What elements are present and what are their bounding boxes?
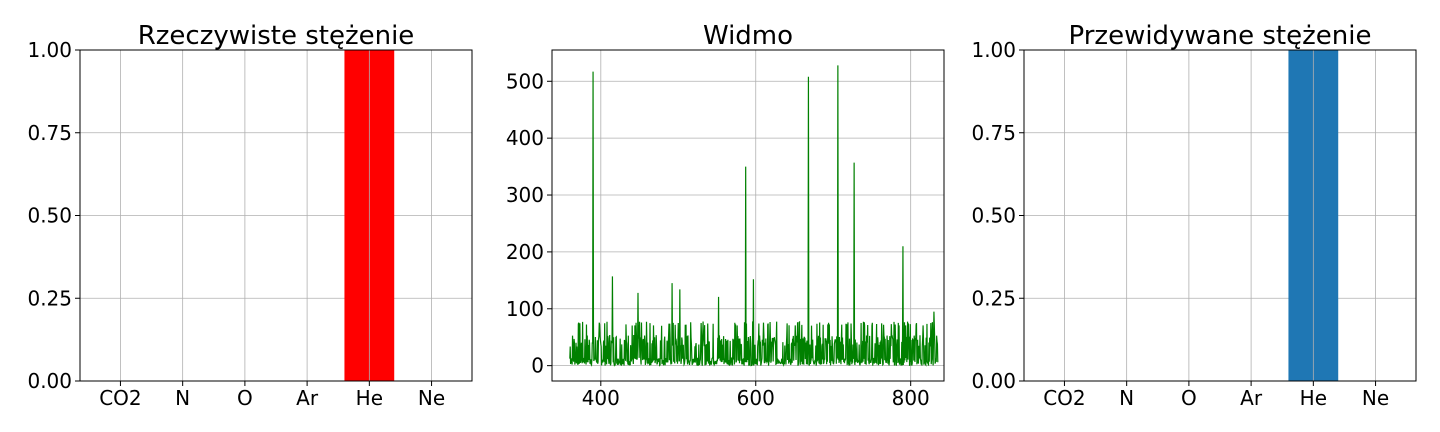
y-tick-label: 0.50 [27,204,72,228]
real-concentration-chart: Rzeczywiste stężenie CO2 N O Ar He Ne 0.00 0.2… [27,21,473,410]
chart-title: Przewidywane stężenie [1069,21,1372,51]
y-tick-label: 0 [531,354,544,378]
x-tick-label: N [1119,386,1134,410]
x-tick-label: Ar [1240,386,1263,410]
x-tick-label: Ar [296,386,319,410]
y-tick-label: 300 [506,183,544,207]
y-tick-label: 1.00 [27,38,72,62]
spectrum-chart: Widmo 400 600 800 0 100 200 300 400 500 [506,21,945,410]
x-tick-label: 800 [892,386,930,410]
y-tick-label: 500 [506,69,544,93]
y-tick-label: 0.75 [27,121,72,145]
chart-title: Rzeczywiste stężenie [138,21,415,51]
x-tick-label: Ne [418,386,445,410]
x-tick-label: N [175,386,190,410]
x-tick-label: He [356,386,383,410]
y-tick-label: 1.00 [971,38,1016,62]
x-tick-label: Ne [1362,386,1389,410]
plot-frame [551,49,945,382]
predicted-concentration-chart: Przewidywane stężenie CO2 N O Ar He Ne 0.00 0.… [971,21,1417,410]
x-tick-label: O [1181,386,1197,410]
y-tick-label: 0.00 [27,369,72,393]
chart-title: Widmo [703,21,793,51]
y-tick-label: 0.25 [27,286,72,310]
x-tick-label: 400 [582,386,620,410]
y-tick-label: 0.00 [971,369,1016,393]
x-tick-label: CO2 [99,386,141,410]
spectrum-line [569,65,939,367]
x-tick-label: 600 [737,386,775,410]
y-tick-label: 0.75 [971,121,1016,145]
x-tick-label: CO2 [1043,386,1085,410]
plot-frame [79,49,473,382]
y-tick-label: 0.25 [971,286,1016,310]
y-tick-label: 200 [506,240,544,264]
x-tick-label: He [1300,386,1327,410]
x-tick-label: O [237,386,253,410]
plot-frame [1023,49,1417,382]
y-tick-label: 400 [506,126,544,150]
y-tick-label: 0.50 [971,204,1016,228]
y-tick-label: 100 [506,297,544,321]
